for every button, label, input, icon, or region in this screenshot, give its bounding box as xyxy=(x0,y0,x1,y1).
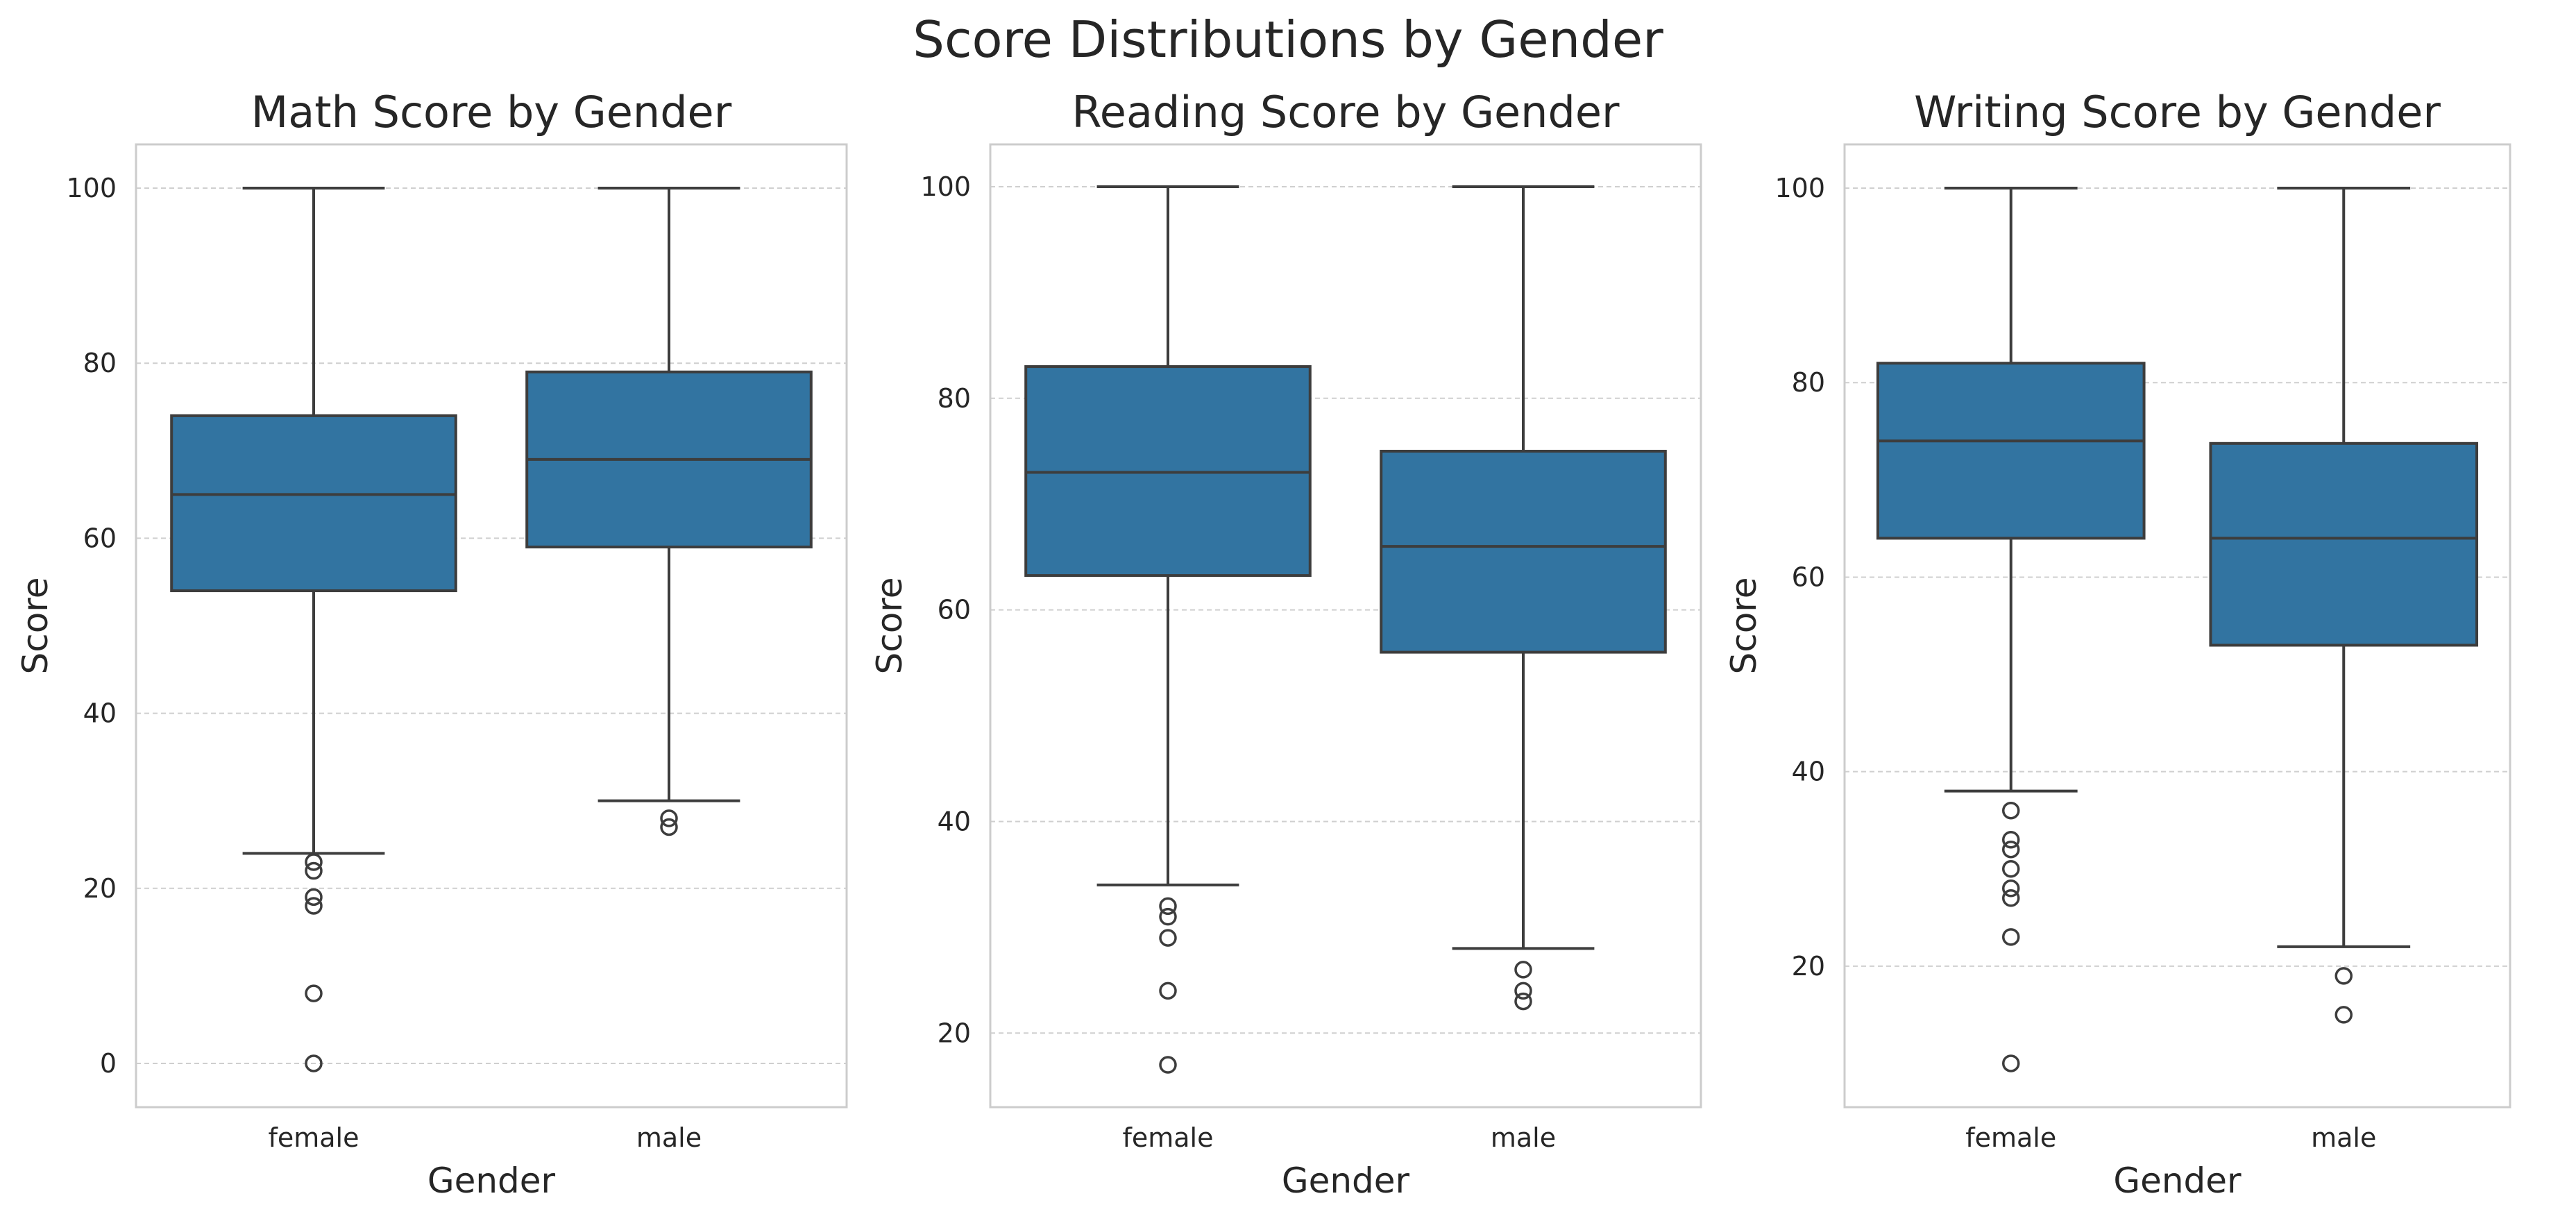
outlier-point xyxy=(2002,801,2020,820)
panel-2: 20 40 60 80 100 female male Reading Score by Ge… xyxy=(870,87,1702,1201)
panel-1: 0 20 40 60 80 100 female male Math Score by Gend… xyxy=(15,87,848,1201)
y-tick-label: 40 xyxy=(938,806,971,836)
outlier-point xyxy=(660,818,678,836)
outlier-point xyxy=(305,1054,323,1072)
iqr-box xyxy=(1876,362,2146,540)
y-tick-label: 80 xyxy=(1792,367,1825,398)
panels: 0 20 40 60 80 100 female male Math Score by Gend… xyxy=(15,87,2511,1201)
y-tick-label: 20 xyxy=(1792,951,1825,982)
box-female xyxy=(1024,185,1312,1074)
outlier-point xyxy=(2334,967,2353,985)
outlier-point xyxy=(305,853,323,871)
outlier-point xyxy=(305,897,323,915)
iqr-box xyxy=(2209,441,2479,647)
outlier-point xyxy=(2002,928,2020,946)
x-axis-label: Gender xyxy=(1282,1161,1410,1201)
y-tick-label: 100 xyxy=(920,171,971,202)
panel-title: Math Score by Gender xyxy=(251,87,732,137)
box-male xyxy=(525,187,813,836)
iqr-box xyxy=(170,414,457,593)
panel-title: Writing Score by Gender xyxy=(1914,87,2441,137)
y-tick-label: 100 xyxy=(66,173,117,203)
x-tick-label: female xyxy=(1965,1122,2056,1153)
outlier-point xyxy=(2002,889,2020,907)
box-female xyxy=(1876,187,2146,1072)
y-tick-label: 20 xyxy=(83,873,117,904)
y-tick-label: 20 xyxy=(938,1018,971,1048)
figure-title: Score Distributions by Gender xyxy=(913,10,1663,69)
panel-3: 20 40 60 80 100 female male Writing Score by Ge… xyxy=(1724,87,2511,1201)
y-tick-label: 0 xyxy=(100,1048,117,1079)
x-tick-label: female xyxy=(1123,1122,1214,1153)
x-tick-label: male xyxy=(636,1122,702,1153)
y-tick-label: 40 xyxy=(83,698,117,729)
box-male xyxy=(1380,185,1667,1011)
y-tick-label: 80 xyxy=(938,383,971,414)
x-tick-label: male xyxy=(2311,1122,2376,1153)
axes-frame xyxy=(135,143,848,1109)
outlier-point xyxy=(660,809,678,827)
box-male xyxy=(2209,187,2479,1024)
panel-title: Reading Score by Gender xyxy=(1072,87,1620,137)
y-axis-label: Score xyxy=(15,577,56,674)
box-female xyxy=(170,187,457,1072)
x-tick-label: male xyxy=(1491,1122,1556,1153)
y-tick-label: 60 xyxy=(83,523,117,553)
y-axis-label: Score xyxy=(870,577,910,674)
outlier-point xyxy=(2002,1054,2020,1072)
y-tick-label: 100 xyxy=(1774,173,1825,203)
outlier-point xyxy=(1514,992,1532,1011)
outlier-point xyxy=(1514,982,1532,1000)
y-tick-label: 80 xyxy=(83,348,117,378)
outlier-point xyxy=(2002,830,2020,849)
outlier-point xyxy=(1514,961,1532,979)
outlier-point xyxy=(1159,907,1177,926)
y-tick-label: 40 xyxy=(1792,757,1825,787)
outlier-point xyxy=(1159,982,1177,1000)
iqr-box xyxy=(1380,450,1667,654)
axes-frame xyxy=(1843,143,2511,1109)
outlier-point xyxy=(305,861,323,880)
y-axis-label: Score xyxy=(1724,577,1764,674)
x-axis-label: Gender xyxy=(427,1161,556,1201)
outlier-point xyxy=(2002,840,2020,859)
y-tick-label: 60 xyxy=(1792,562,1825,592)
x-axis-label: Gender xyxy=(2113,1161,2242,1201)
axes-frame xyxy=(989,143,1702,1109)
outlier-point xyxy=(2002,879,2020,898)
outlier-point xyxy=(2002,860,2020,878)
outlier-point xyxy=(305,984,323,1002)
outlier-point xyxy=(305,888,323,907)
outlier-point xyxy=(1159,1056,1177,1074)
outlier-point xyxy=(2334,1006,2353,1024)
y-tick-label: 60 xyxy=(938,595,971,625)
outlier-point xyxy=(1159,897,1177,916)
outlier-point xyxy=(1159,929,1177,947)
x-tick-label: female xyxy=(269,1122,359,1153)
